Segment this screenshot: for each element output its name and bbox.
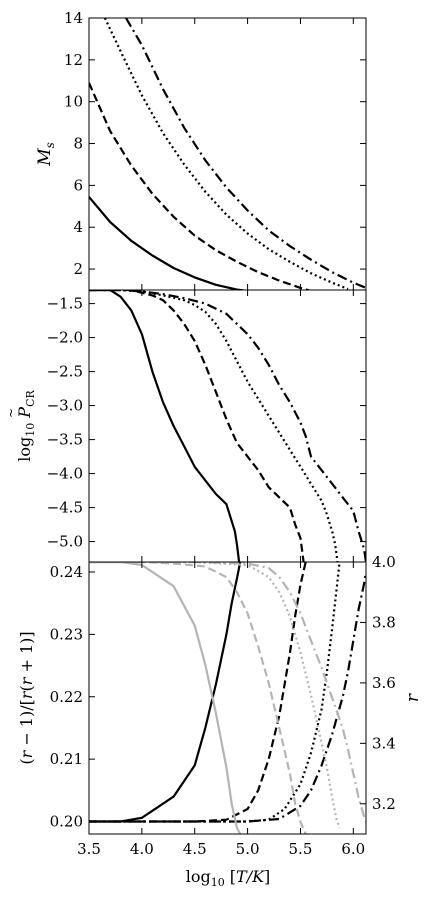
mass-panel: 2 4 6 8 10 12 14 <box>64 9 367 291</box>
ratio-panel-frame <box>88 561 367 835</box>
mass-y-tick-label: 6 <box>73 176 83 194</box>
ratio-series-solid-gray <box>89 562 242 834</box>
mass-y-tick-label: 2 <box>73 260 83 278</box>
pressure-series-dashdot <box>89 290 366 562</box>
ratio-y-tick-label: 0.21 <box>50 750 83 768</box>
ratio-y-tick-label: 0.23 <box>50 625 83 643</box>
r-tick-label: 3.4 <box>372 734 396 752</box>
pressure-series-dashed <box>89 290 305 562</box>
ratio-series-dashed <box>89 562 307 823</box>
r-axis-label: r <box>403 693 423 702</box>
pressure-y-tick-label: −2.5 <box>47 363 83 381</box>
mass-y-tick-label: 10 <box>64 93 83 111</box>
pressure-y-tick-label: −5.0 <box>47 533 83 551</box>
svg-text:log10 PCR: log10 PCR <box>15 390 37 462</box>
mass-series-dotted <box>103 18 349 290</box>
ratio-series-dashdot-gray <box>89 562 366 823</box>
pressure-panel: −5.0 −4.5 −4.0 −3.5 −3.0 −2.5 −2.0 −1.5 <box>47 289 367 563</box>
pressure-y-tick-label: −4.0 <box>47 465 83 483</box>
ratio-panel: 3.5 4.0 4.5 5.0 5.5 6.0 0.20 0.21 0.22 0.23 0.24 3.… <box>50 553 396 858</box>
pressure-axis-label: log10 PCR ~ <box>4 390 37 462</box>
r-tick-label: 3.6 <box>372 674 396 692</box>
pressure-y-tick-label: −1.5 <box>47 295 83 313</box>
ratio-axis-label: (r − 1)/[r(r + 1)] <box>17 631 36 764</box>
ratio-y-tick-label: 0.24 <box>50 563 83 581</box>
pressure-y-tick-label: −4.5 <box>47 499 83 517</box>
svg-text:~: ~ <box>4 408 18 418</box>
pressure-y-tick-label: −3.5 <box>47 431 83 449</box>
x-tick-label: 4.0 <box>130 840 154 858</box>
mass-y-tick-label: 8 <box>73 135 83 153</box>
pressure-y-tick-label: −3.0 <box>47 397 83 415</box>
mass-series-solid <box>89 196 248 290</box>
r-tick-label: 4.0 <box>372 553 396 571</box>
ratio-y-tick-label: 0.22 <box>50 688 83 706</box>
x-tick-label: 6.0 <box>341 840 365 858</box>
mass-y-tick-label: 12 <box>64 51 83 69</box>
x-tick-label: 4.5 <box>183 840 207 858</box>
r-tick-label: 3.8 <box>372 613 396 631</box>
ratio-series-dashdot <box>89 571 366 823</box>
mass-y-tick-label: 14 <box>64 9 83 27</box>
x-tick-label: 5.0 <box>236 840 260 858</box>
mass-series-dashdot <box>125 18 366 289</box>
ratio-series-dashed-gray <box>89 562 307 834</box>
ratio-y-tick-label: 0.20 <box>50 813 83 831</box>
ratio-series-solid <box>89 562 242 823</box>
mass-series-dashed <box>89 82 312 290</box>
pressure-series-solid <box>89 290 241 562</box>
x-tick-label: 5.5 <box>289 840 313 858</box>
x-tick-label: 3.5 <box>77 840 101 858</box>
temperature-axis-label: log10 [T/K] <box>186 867 271 889</box>
pressure-y-tick-label: −2.0 <box>47 329 83 347</box>
mass-axis-label: Ms <box>35 142 57 167</box>
pressure-panel-frame <box>88 289 367 563</box>
r-tick-label: 3.2 <box>372 795 396 813</box>
pressure-series-dotted <box>89 290 339 562</box>
ratio-series-dotted-gray <box>89 562 341 829</box>
mass-panel-frame <box>88 17 367 291</box>
mass-y-tick-label: 4 <box>73 218 83 236</box>
